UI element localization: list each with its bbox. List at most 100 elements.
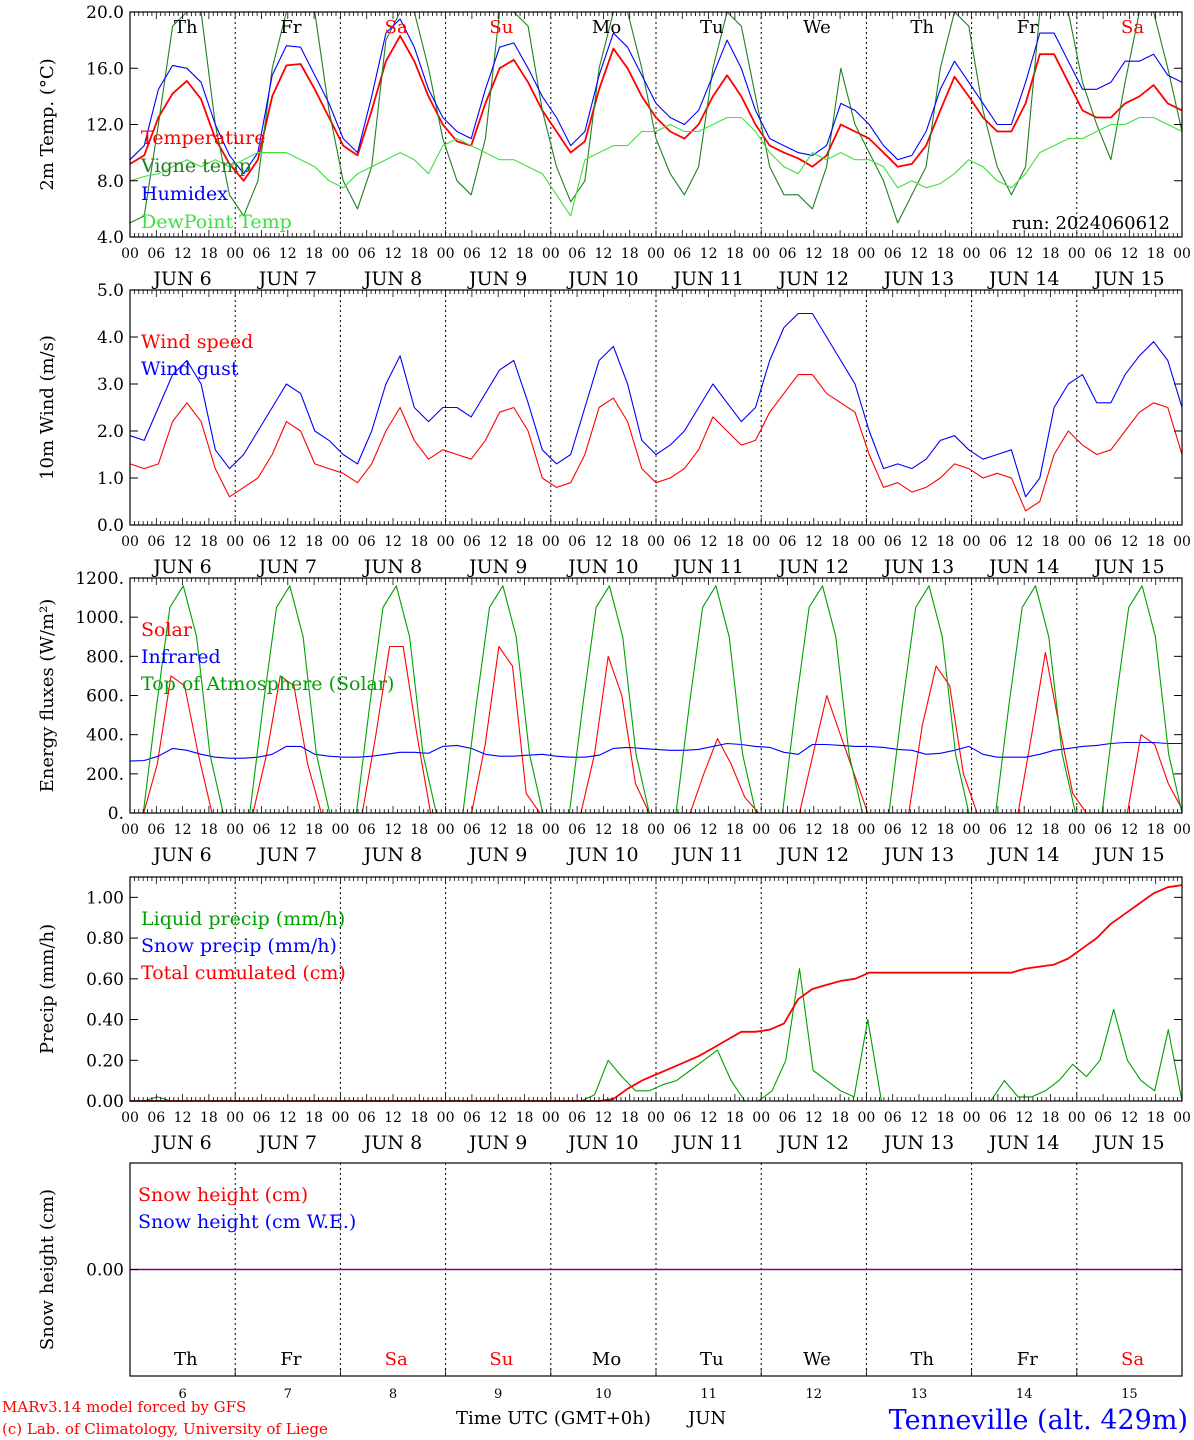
hour-tick-label: 00: [437, 1110, 455, 1126]
y-tick-label: 3.0: [97, 375, 124, 395]
hour-tick-label: 06: [147, 246, 165, 262]
hour-tick-label: 18: [200, 1110, 218, 1126]
hour-tick-label: 06: [884, 246, 902, 262]
hour-tick-label: 12: [174, 822, 192, 838]
hour-tick-label: 18: [516, 534, 534, 550]
date-label: JUN 7: [257, 556, 317, 578]
date-label: JUN 7: [257, 268, 317, 290]
legend-entry: Temperature: [141, 127, 265, 149]
hour-tick-label: 18: [1042, 534, 1060, 550]
y-axis-label: Snow height (cm): [37, 1189, 58, 1350]
date-label: JUN 14: [987, 844, 1059, 866]
hour-tick-label: 18: [621, 822, 639, 838]
date-label: JUN 12: [777, 844, 849, 866]
date-label: JUN 7: [257, 1132, 317, 1154]
hour-tick-label: 06: [358, 822, 376, 838]
hour-tick-label: 06: [568, 822, 586, 838]
date-label: JUN 8: [362, 1132, 422, 1154]
date-label: JUN 8: [362, 844, 422, 866]
hour-tick-label: 00: [226, 822, 244, 838]
series-line-wind-speed: [129, 374, 1183, 512]
hour-tick-label: 12: [384, 1110, 402, 1126]
date-label: JUN 8: [362, 556, 422, 578]
hour-tick-label: 06: [253, 1110, 271, 1126]
hour-tick-label: 12: [384, 822, 402, 838]
day-number-label: 6: [178, 1387, 186, 1402]
hour-tick-label: 12: [594, 822, 612, 838]
hour-tick-label: 06: [568, 1110, 586, 1126]
hour-tick-label: 18: [936, 822, 954, 838]
date-label: JUN 11: [671, 1132, 743, 1154]
hour-tick-label: 00: [857, 1110, 875, 1126]
day-number-label: 14: [1016, 1387, 1033, 1402]
weekday-label: Sa: [1121, 17, 1144, 38]
hour-tick-label: 00: [752, 246, 770, 262]
hour-tick-label: 00: [1173, 534, 1191, 550]
hour-tick-label: 18: [1147, 246, 1165, 262]
hour-tick-label: 06: [358, 1110, 376, 1126]
weekday-label: Su: [489, 1349, 513, 1370]
series-line-wind-gust: [129, 312, 1183, 498]
hour-tick-label: 00: [752, 534, 770, 550]
legend-entry: Snow height (cm): [138, 1184, 308, 1206]
hour-tick-label: 12: [700, 822, 718, 838]
credit-line: MARv3.14 model forced by GFS: [2, 1398, 246, 1416]
y-tick-label: 0.00: [86, 1092, 124, 1112]
hour-tick-label: 06: [779, 822, 797, 838]
hour-tick-label: 18: [200, 822, 218, 838]
hour-tick-label: 12: [279, 822, 297, 838]
hour-tick-label: 12: [174, 1110, 192, 1126]
hour-tick-label: 06: [463, 246, 481, 262]
hour-tick-label: 18: [726, 822, 744, 838]
y-tick-label: 4.0: [97, 328, 124, 348]
hour-tick-label: 00: [437, 822, 455, 838]
y-tick-label: 400.: [86, 726, 124, 746]
hour-tick-label: 18: [200, 534, 218, 550]
hour-tick-label: 06: [884, 1110, 902, 1126]
hour-tick-label: 06: [989, 534, 1007, 550]
legend-entry: Top of Atmosphere (Solar): [141, 673, 394, 695]
date-label: JUN 9: [467, 556, 527, 578]
hour-tick-label: 06: [779, 534, 797, 550]
day-number-label: 11: [700, 1387, 717, 1402]
day-number-label: 15: [1121, 1387, 1138, 1402]
legend-entry: Total cumulated (cm): [141, 962, 346, 984]
y-tick-label: 0.: [108, 804, 124, 824]
hour-tick-label: 00: [1068, 246, 1086, 262]
hour-tick-label: 00: [121, 534, 139, 550]
hour-tick-label: 00: [542, 1110, 560, 1126]
y-axis-label: 2m Temp. (°C): [37, 58, 58, 190]
run-label: run: 2024060612: [1012, 213, 1170, 234]
hour-tick-label: 18: [200, 246, 218, 262]
day-number-label: 13: [911, 1387, 928, 1402]
hour-tick-label: 06: [358, 246, 376, 262]
y-tick-label: 1.00: [86, 888, 124, 908]
date-label: JUN 15: [1092, 844, 1164, 866]
y-tick-label: 0.60: [86, 970, 124, 990]
date-label: JUN 9: [467, 844, 527, 866]
hour-tick-label: 06: [463, 534, 481, 550]
hour-tick-label: 18: [516, 246, 534, 262]
y-tick-label: 5.0: [97, 281, 124, 301]
hour-tick-label: 06: [779, 246, 797, 262]
hour-tick-label: 00: [121, 246, 139, 262]
weekday-label: Tu: [700, 17, 724, 38]
hour-tick-label: 18: [305, 822, 323, 838]
y-tick-label: 1.0: [97, 469, 124, 489]
hour-tick-label: 00: [1173, 1110, 1191, 1126]
hour-tick-label: 18: [516, 822, 534, 838]
date-label: JUN 10: [566, 844, 638, 866]
hour-tick-label: 00: [647, 1110, 665, 1126]
hour-tick-label: 18: [726, 1110, 744, 1126]
hour-tick-label: 18: [936, 246, 954, 262]
hour-tick-label: 18: [621, 534, 639, 550]
hour-tick-label: 12: [700, 534, 718, 550]
hour-tick-label: 18: [1147, 1110, 1165, 1126]
hour-tick-label: 18: [1042, 822, 1060, 838]
hour-tick-label: 00: [437, 246, 455, 262]
y-tick-label: 16.0: [86, 59, 124, 79]
y-tick-label: 8.0: [97, 172, 124, 192]
hour-tick-label: 00: [752, 822, 770, 838]
